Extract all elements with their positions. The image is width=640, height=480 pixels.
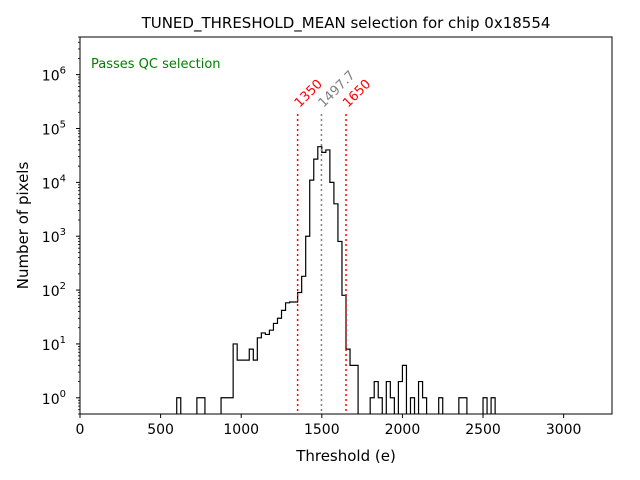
- chart-title: TUNED_THRESHOLD_MEAN selection for chip …: [141, 14, 551, 33]
- histogram-outline: [176, 146, 496, 414]
- y-tick-label-4: 104: [42, 173, 66, 192]
- x-tick-label-5: 2500: [465, 422, 501, 438]
- x-tick-label-6: 3000: [546, 422, 582, 438]
- y-tick-label-3: 103: [42, 227, 66, 246]
- plot-frame: [79, 36, 613, 415]
- y-tick-label-0: 100: [42, 389, 66, 408]
- y-tick-label-5: 105: [42, 120, 66, 139]
- histogram-layer: [176, 146, 496, 414]
- y-axis-ticks: 100 101 102 103 104 105 106: [42, 36, 80, 415]
- x-tick-label-3: 1500: [304, 422, 340, 438]
- y-tick-label-6: 106: [42, 66, 66, 85]
- y-tick-label-2: 102: [42, 281, 66, 300]
- x-axis-ticks: 0 500 1000 1500 2000 2500 3000: [76, 414, 582, 438]
- x-tick-label-2: 1000: [223, 422, 259, 438]
- x-tick-label-1: 500: [147, 422, 174, 438]
- x-tick-label-4: 2000: [385, 422, 421, 438]
- qc-status-text: Passes QC selection: [91, 57, 221, 72]
- x-axis-label: Threshold (e): [295, 447, 396, 465]
- x-tick-label-0: 0: [76, 422, 85, 438]
- y-tick-label-1: 101: [42, 335, 66, 354]
- y-axis-label: Number of pixels: [14, 162, 32, 290]
